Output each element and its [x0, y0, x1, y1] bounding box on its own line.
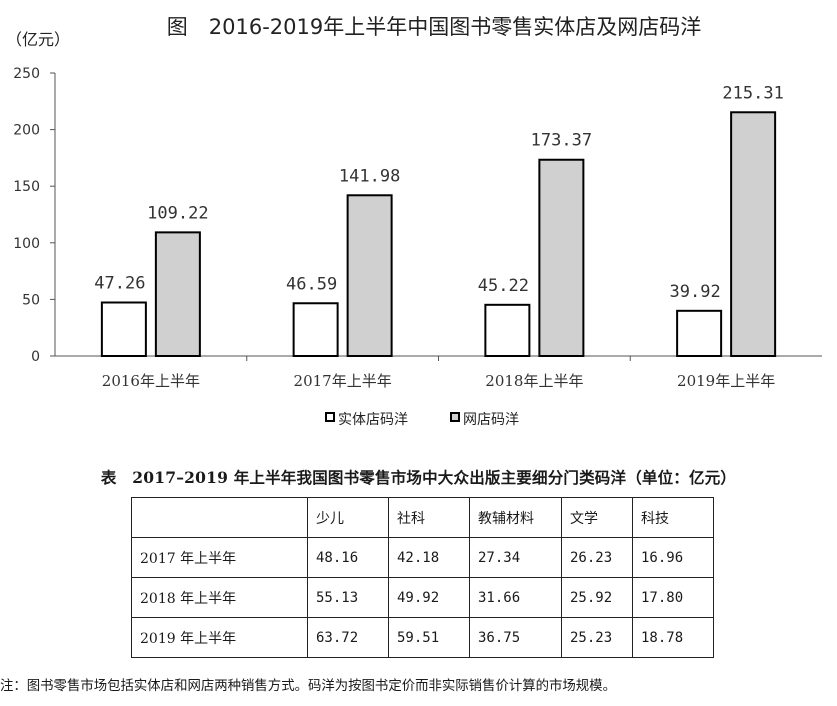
table-cell: 27.34	[469, 537, 562, 578]
bar-online-store	[154, 231, 201, 357]
table-cell: 42.18	[388, 537, 470, 578]
table-cell: 55.13	[307, 577, 389, 618]
table-header-row: 少儿 社科 教辅材料 文学 科技	[131, 497, 714, 538]
table-cell: 16.96	[632, 537, 714, 578]
table-cell: 63.72	[307, 617, 389, 658]
table-row: 2019 年上半年 63.72 59.51 36.75 25.23 18.78	[131, 617, 714, 658]
footnote: 注：图书零售市场包括实体店和网店两种销售方式。码洋为按图书定价而非实际销售价计算…	[0, 679, 616, 694]
bar-physical-store	[292, 302, 339, 358]
bar-physical-store	[484, 303, 531, 358]
bar-physical-store	[100, 301, 147, 357]
y-tick-label: 100	[13, 236, 40, 252]
x-tick-label: 2017年上半年	[294, 372, 392, 390]
bar-online-store	[730, 111, 777, 358]
bar-online-store	[538, 158, 585, 357]
bar-physical-store	[676, 309, 723, 357]
bar-chart: 图 2016-2019年上半年中国图书零售实体店及网店码洋 （亿元） 0 50 10…	[6, 15, 822, 428]
legend-label: 网店码洋	[463, 412, 519, 428]
data-label: 109.22	[147, 203, 208, 223]
data-table: 少儿 社科 教辅材料 文学 科技 2017 年上半年 48.16 42.18 2…	[131, 497, 714, 658]
y-tick-label: 250	[13, 66, 40, 82]
table-cell: 18.78	[632, 617, 714, 658]
legend-swatch	[325, 412, 335, 422]
x-tick-label: 2018年上半年	[485, 372, 583, 390]
table-row: 2017 年上半年 48.16 42.18 27.34 26.23 16.96	[131, 537, 714, 578]
y-tick-label: 0	[31, 349, 40, 365]
table-cell: 26.23	[561, 537, 633, 578]
legend-swatch	[450, 412, 460, 422]
x-tick-label: 2019年上半年	[677, 372, 775, 390]
table-header-keji: 科技	[632, 497, 714, 538]
data-label: 141.98	[339, 166, 400, 186]
table-cell: 59.51	[388, 617, 470, 658]
table-header-wenxue: 文学	[561, 497, 633, 538]
y-axis-unit: （亿元）	[6, 30, 70, 49]
table-row: 2018 年上半年 55.13 49.92 31.66 25.92 17.80	[131, 577, 714, 618]
table-row-label: 2017 年上半年	[131, 537, 308, 578]
data-label: 45.22	[478, 276, 529, 296]
legend-label: 实体店码洋	[338, 412, 408, 428]
table-cell: 25.92	[561, 577, 633, 618]
table-cell: 31.66	[469, 577, 562, 618]
table-header-jiaofu: 教辅材料	[469, 497, 562, 538]
table-cell: 49.92	[388, 577, 470, 618]
data-label: 46.59	[286, 274, 337, 294]
table-header-corner	[131, 497, 308, 538]
data-label: 47.26	[94, 274, 145, 294]
bar-online-store	[346, 194, 393, 357]
table-header-sheke: 社科	[388, 497, 470, 538]
table-cell: 36.75	[469, 617, 562, 658]
table-row-label: 2018 年上半年	[131, 577, 308, 618]
table-cell: 17.80	[632, 577, 714, 618]
table-header-shaoer: 少儿	[307, 497, 389, 538]
table-title: 表 2017–2019 年上半年我国图书零售市场中大众出版主要细分门类码洋（单位…	[100, 468, 737, 487]
table-cell: 48.16	[307, 537, 389, 578]
y-tick-label: 200	[13, 123, 40, 139]
x-tick-label: 2016年上半年	[102, 372, 200, 390]
data-label: 173.37	[531, 131, 592, 151]
y-tick-label: 50	[22, 292, 40, 308]
table-row-label: 2019 年上半年	[131, 617, 308, 658]
data-label: 215.31	[722, 83, 783, 103]
data-label: 39.92	[670, 282, 721, 302]
y-tick-label: 150	[13, 179, 40, 195]
table-cell: 25.23	[561, 617, 633, 658]
chart-title: 图 2016-2019年上半年中国图书零售实体店及网店码洋	[167, 15, 701, 39]
